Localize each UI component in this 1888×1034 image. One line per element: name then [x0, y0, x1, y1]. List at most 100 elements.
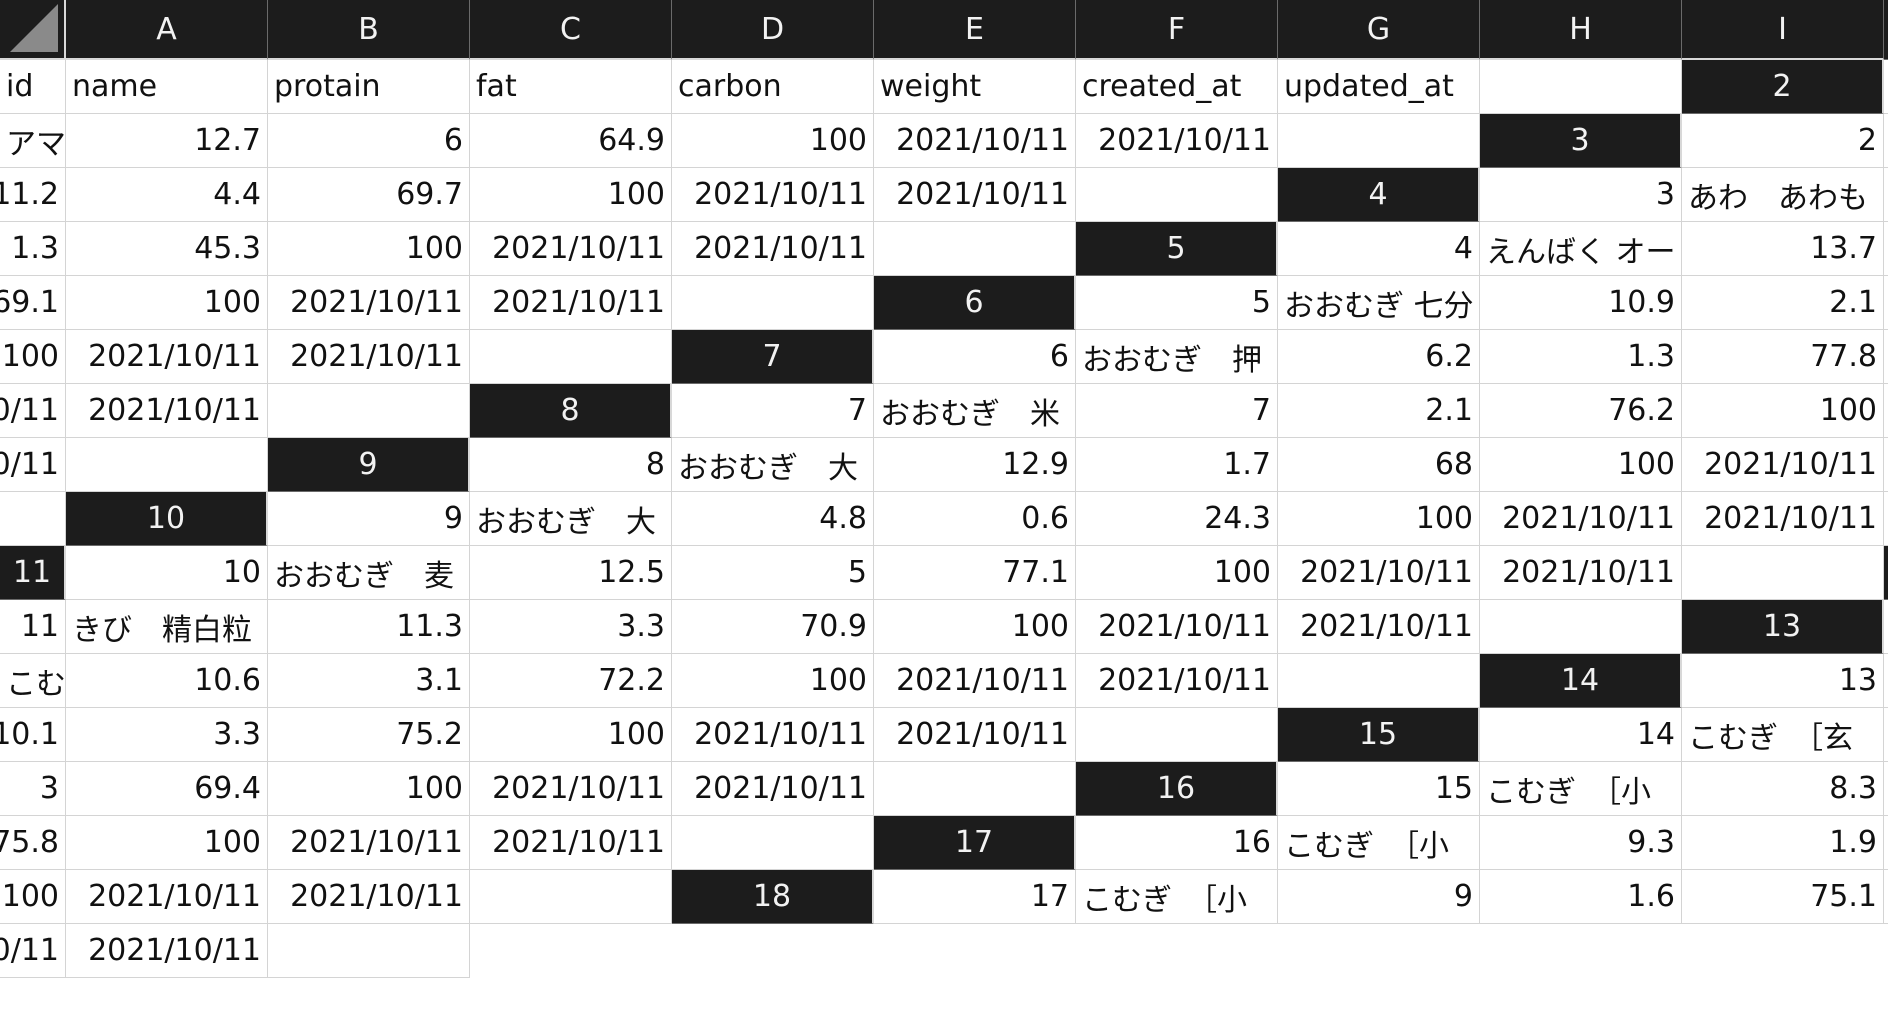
cell-f18[interactable]: 100	[1884, 870, 1888, 924]
cell-e6[interactable]: 72.1	[1884, 276, 1888, 330]
cell-f13[interactable]: 100	[672, 654, 874, 708]
cell-a1[interactable]: id	[0, 60, 66, 114]
cell-i5[interactable]	[672, 276, 874, 330]
cell-a5[interactable]: 4	[1278, 222, 1480, 276]
cell-f16[interactable]: 100	[66, 816, 268, 870]
cell-a13[interactable]: 12	[1884, 600, 1888, 654]
cell-c15[interactable]: 13	[1884, 708, 1888, 762]
cell-f1[interactable]: weight	[874, 60, 1076, 114]
cell-e3[interactable]: 69.7	[268, 168, 470, 222]
cell-a9[interactable]: 8	[470, 438, 672, 492]
cell-d10[interactable]: 0.6	[874, 492, 1076, 546]
column-header-d[interactable]: D	[672, 0, 874, 60]
cell-h7[interactable]: 2021/10/11	[66, 384, 268, 438]
row-header-15[interactable]: 15	[1278, 708, 1480, 762]
row-header-16[interactable]: 16	[1076, 762, 1278, 816]
cell-e10[interactable]: 24.3	[1076, 492, 1278, 546]
cell-b9[interactable]: おおむぎ 大	[672, 438, 874, 492]
cell-i15[interactable]	[874, 762, 1076, 816]
cell-f5[interactable]: 100	[66, 276, 268, 330]
cell-a3[interactable]: 2	[1682, 114, 1884, 168]
cell-c1[interactable]: protain	[268, 60, 470, 114]
cell-f12[interactable]: 100	[874, 600, 1076, 654]
cell-a2[interactable]: 1	[1884, 60, 1888, 114]
column-header-b[interactable]: B	[268, 0, 470, 60]
cell-a7[interactable]: 6	[874, 330, 1076, 384]
cell-a16[interactable]: 15	[1278, 762, 1480, 816]
cell-e12[interactable]: 70.9	[672, 600, 874, 654]
cell-a8[interactable]: 7	[672, 384, 874, 438]
cell-a11[interactable]: 10	[66, 546, 268, 600]
cell-i10[interactable]	[1884, 492, 1888, 546]
cell-b11[interactable]: おおむぎ 麦	[268, 546, 470, 600]
cell-b10[interactable]: おおむぎ 大	[470, 492, 672, 546]
cell-g4[interactable]: 2021/10/11	[470, 222, 672, 276]
cell-d15[interactable]: 3	[0, 762, 66, 816]
cell-i14[interactable]	[1076, 708, 1278, 762]
row-header-13[interactable]: 13	[1682, 600, 1884, 654]
row-header-8[interactable]: 8	[470, 384, 672, 438]
cell-c2[interactable]: 12.7	[66, 114, 268, 168]
row-header-1[interactable]: 1	[1884, 0, 1888, 60]
column-header-c[interactable]: C	[470, 0, 672, 60]
cell-h18[interactable]: 2021/10/11	[66, 924, 268, 978]
cell-a14[interactable]: 13	[1682, 654, 1884, 708]
cell-c3[interactable]: 11.2	[0, 168, 66, 222]
cell-i12[interactable]	[1480, 600, 1682, 654]
cell-b18[interactable]: こむぎ ［小	[1076, 870, 1278, 924]
column-header-f[interactable]: F	[1076, 0, 1278, 60]
cell-f8[interactable]: 100	[1682, 384, 1884, 438]
cell-h5[interactable]: 2021/10/11	[470, 276, 672, 330]
cell-b1[interactable]: name	[66, 60, 268, 114]
cell-c6[interactable]: 10.9	[1480, 276, 1682, 330]
cell-h10[interactable]: 2021/10/11	[1682, 492, 1884, 546]
cell-f11[interactable]: 100	[1076, 546, 1278, 600]
row-header-12[interactable]: 12	[1884, 546, 1888, 600]
cell-f3[interactable]: 100	[470, 168, 672, 222]
cell-f9[interactable]: 100	[1480, 438, 1682, 492]
cell-a6[interactable]: 5	[1076, 276, 1278, 330]
row-header-11[interactable]: 11	[0, 546, 66, 600]
cell-d5[interactable]: 5.7	[1884, 222, 1888, 276]
cell-g10[interactable]: 2021/10/11	[1480, 492, 1682, 546]
cell-g14[interactable]: 2021/10/11	[672, 708, 874, 762]
cell-e9[interactable]: 68	[1278, 438, 1480, 492]
cell-b13[interactable]: こむぎ ［玄	[0, 654, 66, 708]
cell-d13[interactable]: 3.1	[268, 654, 470, 708]
row-header-9[interactable]: 9	[268, 438, 470, 492]
column-header-g[interactable]: G	[1278, 0, 1480, 60]
cell-g8[interactable]: 2021/10/11	[1884, 384, 1888, 438]
row-header-14[interactable]: 14	[1480, 654, 1682, 708]
cell-b17[interactable]: こむぎ ［小	[1278, 816, 1480, 870]
cell-c18[interactable]: 9	[1278, 870, 1480, 924]
cell-g6[interactable]: 2021/10/11	[66, 330, 268, 384]
cell-c13[interactable]: 10.6	[66, 654, 268, 708]
cell-c9[interactable]: 12.9	[874, 438, 1076, 492]
cell-g3[interactable]: 2021/10/11	[672, 168, 874, 222]
cell-c8[interactable]: 7	[1076, 384, 1278, 438]
row-header-7[interactable]: 7	[672, 330, 874, 384]
cell-h1[interactable]: updated_at	[1278, 60, 1480, 114]
cell-e5[interactable]: 69.1	[0, 276, 66, 330]
cell-f2[interactable]: 100	[672, 114, 874, 168]
cell-e11[interactable]: 77.1	[874, 546, 1076, 600]
cell-b8[interactable]: おおむぎ 米	[874, 384, 1076, 438]
row-header-5[interactable]: 5	[1076, 222, 1278, 276]
cell-g13[interactable]: 2021/10/11	[874, 654, 1076, 708]
cell-e8[interactable]: 76.2	[1480, 384, 1682, 438]
cell-e16[interactable]: 75.8	[0, 816, 66, 870]
row-header-18[interactable]: 18	[672, 870, 874, 924]
row-header-17[interactable]: 17	[874, 816, 1076, 870]
cell-b2[interactable]: アマランサス	[0, 114, 66, 168]
select-all-corner[interactable]	[0, 0, 66, 60]
cell-g7[interactable]: 2021/10/11	[0, 384, 66, 438]
cell-i4[interactable]	[874, 222, 1076, 276]
cell-i9[interactable]	[0, 492, 66, 546]
cell-f7[interactable]: 100	[1884, 330, 1888, 384]
cell-g1[interactable]: created_at	[1076, 60, 1278, 114]
cell-g16[interactable]: 2021/10/11	[268, 816, 470, 870]
cell-f17[interactable]: 100	[0, 870, 66, 924]
cell-i17[interactable]	[470, 870, 672, 924]
row-header-6[interactable]: 6	[874, 276, 1076, 330]
